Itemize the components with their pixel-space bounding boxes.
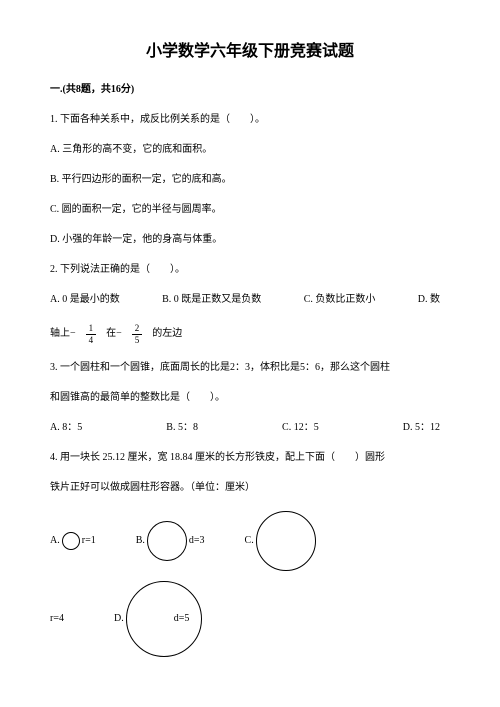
q4-r1: r=1 <box>82 532 96 550</box>
q4-item-b: B. d=3 <box>136 521 205 561</box>
question-1: 1. 下面各种关系中，成反比例关系的是（ ）。 <box>50 111 450 129</box>
question-3-line2: 和圆锥高的最简单的整数比是（ ）。 <box>50 389 450 407</box>
section-header: 一.(共8题，共16分) <box>50 81 450 99</box>
q3-option-d: D. 5：12 <box>403 419 440 437</box>
fraction-1-4: 1 4 <box>86 323 97 346</box>
q4-item-d: D. d=5 <box>114 581 189 657</box>
q2-option-a: A. 0 是最小的数 <box>50 291 120 309</box>
q2-option-c: C. 负数比正数小 <box>304 291 376 309</box>
q2-option-b: B. 0 既是正数又是负数 <box>162 291 261 309</box>
circle-med <box>147 521 187 561</box>
q2-text-b: 在− <box>106 325 122 343</box>
q2-option-d: D. 数 <box>418 291 440 309</box>
question-3-line1: 3. 一个圆柱和一个圆锥，底面周长的比是2：3，体积比是5：6，那么这个圆柱 <box>50 359 450 377</box>
q4-label-c: C. <box>245 532 254 550</box>
q2-fraction-row: 轴上− 1 4 在− 2 5 的左边 <box>50 323 450 346</box>
q1-option-b: B. 平行四边形的面积一定，它的底和高。 <box>50 171 450 189</box>
q1-option-c: C. 圆的面积一定，它的半径与圆周率。 <box>50 201 450 219</box>
q4-circles-row-1: A. r=1 B. d=3 C. <box>50 511 450 571</box>
q3-option-c: C. 12：5 <box>282 419 319 437</box>
q3-option-a: A. 8：5 <box>50 419 82 437</box>
circle-large <box>256 511 316 571</box>
q4-d3: d=3 <box>189 532 205 550</box>
q2-text-a: 轴上− <box>50 325 76 343</box>
circle-xlarge <box>126 581 202 657</box>
question-2: 2. 下列说法正确的是（ ）。 <box>50 261 450 279</box>
q2-options-row: A. 0 是最小的数 B. 0 既是正数又是负数 C. 负数比正数小 D. 数 <box>50 291 450 309</box>
q4-item-c: C. <box>245 511 316 571</box>
q3-options-row: A. 8：5 B. 5：8 C. 12：5 D. 5：12 <box>50 419 450 437</box>
circle-small <box>62 532 80 550</box>
q4-item-a: A. r=1 <box>50 532 96 550</box>
q4-label-d: D. <box>114 610 124 628</box>
q2-text-c: 的左边 <box>152 325 182 343</box>
q1-option-d: D. 小强的年龄一定，他的身高与体重。 <box>50 231 450 249</box>
fraction-2-5: 2 5 <box>132 323 143 346</box>
page-title: 小学数学六年级下册竞赛试题 <box>50 38 450 67</box>
q1-option-a: A. 三角形的高不变，它的底和面积。 <box>50 141 450 159</box>
q4-circles-row-2: r=4 D. d=5 <box>50 581 450 657</box>
q4-label-a: A. <box>50 532 60 550</box>
q4-label-b: B. <box>136 532 145 550</box>
question-4-line1: 4. 用一块长 25.12 厘米，宽 18.84 厘米的长方形铁皮，配上下面（ … <box>50 449 450 467</box>
q4-d5: d=5 <box>174 610 190 628</box>
question-4-line2: 铁片正好可以做成圆柱形容器。（单位：厘米） <box>50 479 450 497</box>
q3-option-b: B. 5：8 <box>166 419 198 437</box>
q4-r4: r=4 <box>50 610 64 628</box>
